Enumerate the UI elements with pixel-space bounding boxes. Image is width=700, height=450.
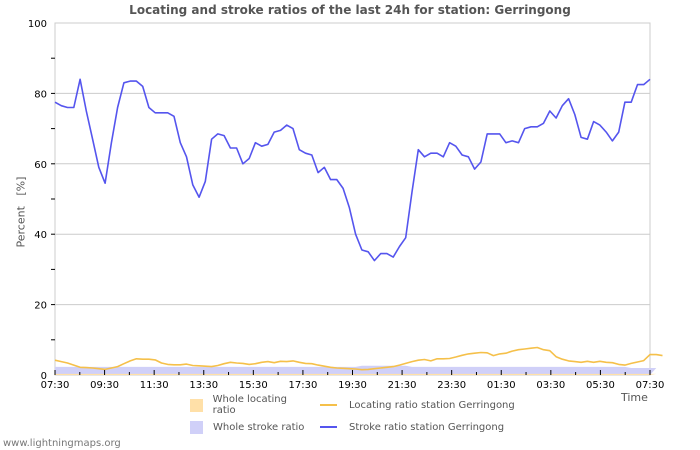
legend: Whole locating ratio Locating ratio stat… [190, 394, 515, 438]
legend-label: Stroke ratio station Gerringong [349, 421, 505, 433]
whole-stroke-swatch [190, 420, 203, 434]
whole-locating-swatch [190, 398, 203, 412]
y-tick-label: 60 [34, 160, 47, 171]
line-stroke-ratio-station-gerringong [54, 78, 651, 262]
x-tick-label: 23:30 [437, 380, 466, 391]
line-locating-ratio-station-gerringong [54, 346, 663, 371]
x-tick-label: 07:30 [41, 380, 70, 391]
y-tick-label: 20 [34, 301, 47, 312]
station-stroke-line-swatch [320, 426, 337, 428]
legend-item-whole-stroke: Whole stroke ratio [190, 420, 310, 434]
axes: 0 20 40 60 80 100 07:30 09:30 11:30 13:30 15:30 17:… [28, 19, 665, 391]
legend-item-station-stroke: Stroke ratio station Gerringong [320, 422, 504, 433]
legend-label: Whole stroke ratio [213, 421, 305, 433]
x-tick-label: 17:30 [289, 380, 318, 391]
chart-title: Locating and stroke ratios of the last 2… [129, 3, 571, 17]
x-tick-label: 15:30 [239, 380, 268, 391]
x-tick-label: 07:30 [636, 380, 665, 391]
x-tick-label: 21:30 [388, 380, 417, 391]
y-tick-label: 80 [34, 89, 47, 100]
y-tick-label: 100 [28, 19, 47, 30]
legend-item-station-locating: Locating ratio station Gerringong [320, 400, 515, 411]
y-tick-label: 40 [34, 230, 47, 241]
x-axis-label: Time [621, 391, 648, 404]
y-axis-label: Percent [%] [14, 176, 28, 248]
x-tick-label: 09:30 [90, 380, 119, 391]
grid-lines [54, 22, 651, 376]
x-tick-label: 13:30 [189, 380, 218, 391]
area-whole-locating-ratio [55, 373, 657, 375]
x-tick-label: 05:30 [586, 380, 615, 391]
legend-label: Whole locating ratio [212, 394, 287, 416]
plot-frame [54, 22, 651, 376]
x-tick-label: 11:30 [140, 380, 169, 391]
area-whole-stroke-ratio [55, 365, 657, 375]
line-series [54, 78, 663, 371]
x-tick-label: 19:30 [338, 380, 367, 391]
site-credit: www.lightningmaps.org [3, 438, 121, 449]
legend-item-whole-locating: Whole locating ratio [190, 394, 310, 416]
y-tick-label: 0 [41, 371, 47, 382]
area-series [55, 365, 657, 375]
legend-label: Locating ratio station Gerringong [349, 399, 515, 411]
station-locating-line-swatch [320, 404, 337, 406]
x-tick-label: 01:30 [487, 380, 516, 391]
x-tick-label: 03:30 [536, 380, 565, 391]
